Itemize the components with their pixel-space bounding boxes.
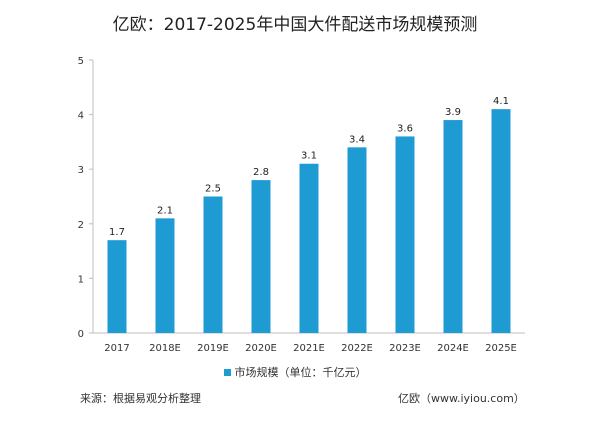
data-labels: 1.7 2.1 2.5 2.8 3.1 3.4 3.6 3.9 4.1	[109, 96, 509, 238]
bar	[299, 163, 319, 333]
bar	[107, 240, 127, 333]
legend: 市场规模（单位：千亿元）	[0, 364, 590, 380]
x-tick-label: 2022E	[341, 343, 373, 354]
axes: 0 1 2 3 4 5 2017 2018E 2019E 2020E 2021E 2022E 2023E…	[78, 56, 525, 354]
bar-value-label: 4.1	[493, 96, 509, 107]
bars	[107, 109, 511, 333]
bar	[443, 120, 463, 333]
x-tick-label: 2021E	[293, 343, 325, 354]
legend-swatch	[223, 368, 231, 376]
x-tick-label: 2017	[104, 343, 129, 354]
bar	[203, 196, 223, 333]
legend-label: 市场规模（单位：千亿元）	[234, 366, 367, 379]
brand-note: 亿欧（www.iyiou.com）	[398, 392, 525, 405]
y-tick-label: 5	[78, 56, 84, 67]
x-tick-label: 2025E	[485, 343, 517, 354]
bar	[251, 180, 271, 333]
x-tick-label: 2023E	[389, 343, 421, 354]
x-tick-label: 2024E	[437, 343, 469, 354]
y-tick-label: 3	[78, 165, 84, 176]
y-tick-label: 1	[78, 274, 84, 285]
source-note: 来源：根据易观分析整理	[80, 392, 201, 405]
y-tick-label: 4	[78, 111, 84, 122]
bar-value-label: 2.8	[253, 167, 269, 178]
bar-value-label: 3.9	[445, 107, 461, 118]
x-tick-label: 2019E	[197, 343, 229, 354]
bar-value-label: 2.5	[205, 184, 221, 195]
bar-value-label: 1.7	[109, 227, 125, 238]
bar	[155, 218, 175, 333]
bar	[491, 109, 511, 333]
bar-value-label: 3.1	[301, 151, 317, 162]
chart-title: 亿欧：2017-2025年中国大件配送市场规模预测	[112, 15, 478, 35]
bar-value-label: 3.4	[349, 134, 365, 145]
x-tick-label: 2018E	[149, 343, 181, 354]
y-tick-label: 0	[78, 329, 84, 340]
bar-value-label: 2.1	[157, 205, 173, 216]
bar	[395, 136, 415, 333]
bar	[347, 147, 367, 333]
x-tick-label: 2020E	[245, 343, 277, 354]
bar-value-label: 3.6	[397, 123, 413, 134]
y-tick-label: 2	[78, 220, 84, 231]
